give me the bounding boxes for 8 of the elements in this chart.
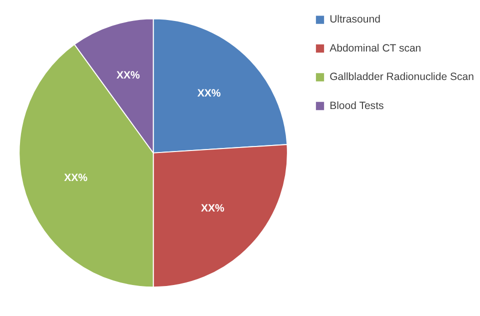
data-label: XX% xyxy=(64,172,88,184)
legend-label: Blood Tests xyxy=(330,100,384,112)
data-label: XX% xyxy=(116,69,140,82)
legend-label: Ultrasound xyxy=(330,14,381,26)
data-label: XX% xyxy=(197,87,222,100)
legend-label: Gallbladder Radionuclide Scan xyxy=(330,71,474,84)
legend-label: Abdominal CT scan xyxy=(330,42,422,54)
data-label: XX% xyxy=(200,202,225,215)
